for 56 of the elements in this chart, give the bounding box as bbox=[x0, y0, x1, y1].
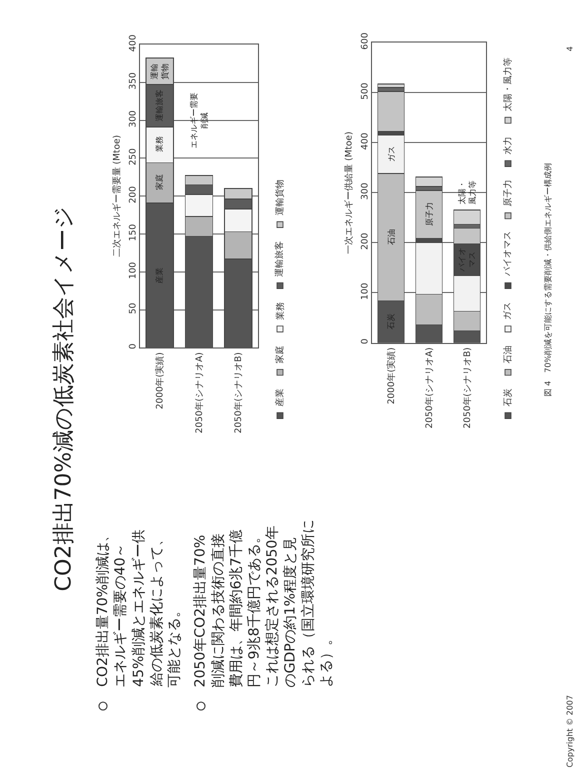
x-tick-label: 2050年(シナリオB) bbox=[462, 347, 473, 428]
text: 業務 bbox=[274, 302, 286, 320]
bar bbox=[377, 91, 405, 132]
text: 石油 bbox=[502, 345, 514, 364]
text: 2050年CO2排出量70%削減に関わる技術の直接費用は、年間約6兆7千億円～9兆8千億円である。これは想定される2050年のGDPの約1%程度と見られる（国立環境研究所による）。 bbox=[192, 519, 335, 688]
x-tick-label: 2050年(シナリオA) bbox=[194, 352, 205, 434]
y-tick-label: 350 bbox=[128, 72, 138, 90]
y-axis-title: 一次エネルギー供給量 (Mtoe) bbox=[344, 132, 355, 254]
y-tick-label: 0 bbox=[360, 338, 370, 344]
y-tick-label: 500 bbox=[360, 82, 370, 100]
y-tick-label: 250 bbox=[128, 148, 138, 166]
y-tick-label: 100 bbox=[128, 262, 138, 280]
text: 産業 bbox=[274, 388, 286, 407]
y-tick-label: 300 bbox=[360, 182, 370, 200]
annotation: 原子力 bbox=[424, 202, 434, 226]
annotation: 石油 bbox=[386, 229, 396, 246]
annotation: 業務 bbox=[155, 136, 164, 152]
caption: 図 4 70%削減を可能にする需要削減・供給側エネルギー構成例 bbox=[544, 162, 553, 396]
annotation: 家庭 bbox=[155, 174, 164, 190]
y-tick-label: 300 bbox=[128, 110, 138, 128]
x-tick-label: 2050年(シナリオA) bbox=[424, 347, 435, 428]
annotation: 太陽・風力等 bbox=[457, 180, 477, 205]
y-tick-label: 600 bbox=[360, 32, 370, 50]
text: 太陽・風力等 bbox=[502, 57, 514, 112]
y-tick-label: 0 bbox=[128, 343, 138, 350]
y-tick-label: 400 bbox=[128, 34, 138, 52]
text: 水力 bbox=[502, 136, 514, 155]
x-tick-label: 2050年(シナリオB) bbox=[233, 352, 244, 434]
x-tick-label: 2000年(実績) bbox=[386, 347, 397, 404]
y-tick-label: 100 bbox=[360, 282, 370, 300]
text: 原子力 bbox=[502, 179, 514, 206]
text: Copyright © 2007 bbox=[565, 695, 574, 768]
y-tick-label: 400 bbox=[360, 132, 370, 150]
y-tick-label: 50 bbox=[128, 302, 138, 314]
text: バイオマス bbox=[503, 230, 514, 277]
text: CO2排出70%減の低炭素社会イメージ bbox=[52, 206, 77, 592]
annotation: 運輸貨物 bbox=[150, 63, 170, 80]
text: 4 bbox=[566, 46, 575, 52]
y-tick-label: 200 bbox=[128, 186, 138, 204]
annotation: エネルギー需要削減 bbox=[190, 92, 210, 148]
bar bbox=[377, 84, 405, 88]
text: ガス bbox=[502, 302, 513, 320]
y-tick-label: 200 bbox=[360, 232, 370, 250]
y-tick-label: 150 bbox=[128, 224, 138, 242]
text: 運輸貨物 bbox=[274, 180, 286, 216]
text: 石炭 bbox=[502, 388, 514, 407]
text: 家庭 bbox=[274, 345, 286, 364]
bar bbox=[415, 190, 443, 239]
bar bbox=[415, 176, 443, 188]
x-tick-label: 2000年(実績) bbox=[154, 352, 166, 410]
annotation: ガス bbox=[386, 146, 396, 162]
bar bbox=[453, 210, 481, 225]
text: 運輸旅客 bbox=[274, 240, 286, 277]
y-axis-title: 二次エネルギー需要量 (Mtoe) bbox=[112, 134, 123, 258]
text: CO2排出量70%削減は、エネルギー需要の40～45%削減とエネルギー供給の低炭素化によって、可能となる。 bbox=[95, 528, 183, 688]
annotation: 運輸旅客 bbox=[154, 90, 164, 122]
